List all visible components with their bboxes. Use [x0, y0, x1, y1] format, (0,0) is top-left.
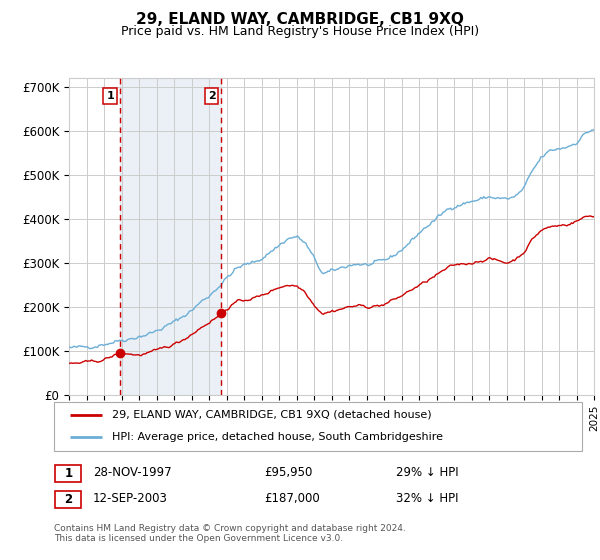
- Text: 32% ↓ HPI: 32% ↓ HPI: [396, 492, 458, 505]
- FancyBboxPatch shape: [54, 402, 582, 451]
- Text: 2: 2: [64, 493, 73, 506]
- Text: 29% ↓ HPI: 29% ↓ HPI: [396, 466, 458, 479]
- Text: HPI: Average price, detached house, South Cambridgeshire: HPI: Average price, detached house, Sout…: [112, 432, 443, 442]
- Text: 1: 1: [106, 91, 114, 101]
- FancyBboxPatch shape: [55, 491, 82, 507]
- Text: £187,000: £187,000: [264, 492, 320, 505]
- Text: 29, ELAND WAY, CAMBRIDGE, CB1 9XQ (detached house): 29, ELAND WAY, CAMBRIDGE, CB1 9XQ (detac…: [112, 410, 432, 420]
- Text: 28-NOV-1997: 28-NOV-1997: [93, 466, 172, 479]
- Text: 29, ELAND WAY, CAMBRIDGE, CB1 9XQ: 29, ELAND WAY, CAMBRIDGE, CB1 9XQ: [136, 12, 464, 27]
- Text: £95,950: £95,950: [264, 466, 313, 479]
- Text: 1: 1: [64, 467, 73, 480]
- Text: Price paid vs. HM Land Registry's House Price Index (HPI): Price paid vs. HM Land Registry's House …: [121, 25, 479, 38]
- Text: Contains HM Land Registry data © Crown copyright and database right 2024.
This d: Contains HM Land Registry data © Crown c…: [54, 524, 406, 543]
- Bar: [120, 78, 221, 395]
- Text: 2: 2: [208, 91, 215, 101]
- Text: 12-SEP-2003: 12-SEP-2003: [93, 492, 168, 505]
- FancyBboxPatch shape: [55, 465, 82, 482]
